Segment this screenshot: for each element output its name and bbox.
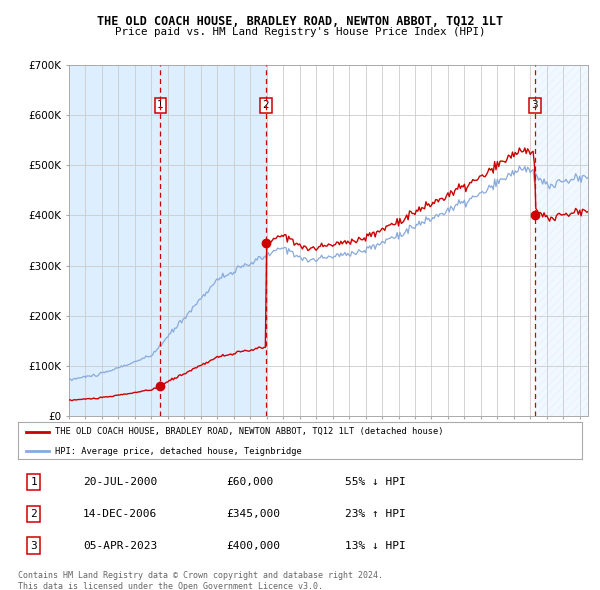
Text: THE OLD COACH HOUSE, BRADLEY ROAD, NEWTON ABBOT, TQ12 1LT: THE OLD COACH HOUSE, BRADLEY ROAD, NEWTO… — [97, 15, 503, 28]
Text: 3: 3 — [31, 540, 37, 550]
Text: Contains HM Land Registry data © Crown copyright and database right 2024.
This d: Contains HM Land Registry data © Crown c… — [18, 571, 383, 590]
Text: THE OLD COACH HOUSE, BRADLEY ROAD, NEWTON ABBOT, TQ12 1LT (detached house): THE OLD COACH HOUSE, BRADLEY ROAD, NEWTO… — [55, 427, 443, 437]
Text: 05-APR-2023: 05-APR-2023 — [83, 540, 157, 550]
Text: HPI: Average price, detached house, Teignbridge: HPI: Average price, detached house, Teig… — [55, 447, 301, 455]
Text: £400,000: £400,000 — [227, 540, 281, 550]
Text: 3: 3 — [532, 100, 538, 110]
Text: 14-DEC-2006: 14-DEC-2006 — [83, 509, 157, 519]
Text: 13% ↓ HPI: 13% ↓ HPI — [345, 540, 406, 550]
Text: £60,000: £60,000 — [227, 477, 274, 487]
Text: £345,000: £345,000 — [227, 509, 281, 519]
Bar — [69, 65, 266, 416]
Text: 20-JUL-2000: 20-JUL-2000 — [83, 477, 157, 487]
Bar — [535, 65, 588, 416]
Text: 1: 1 — [31, 477, 37, 487]
Text: 1: 1 — [157, 100, 164, 110]
Text: 23% ↑ HPI: 23% ↑ HPI — [345, 509, 406, 519]
Text: 2: 2 — [31, 509, 37, 519]
Text: Price paid vs. HM Land Registry's House Price Index (HPI): Price paid vs. HM Land Registry's House … — [115, 27, 485, 37]
Text: 55% ↓ HPI: 55% ↓ HPI — [345, 477, 406, 487]
Text: 2: 2 — [263, 100, 269, 110]
